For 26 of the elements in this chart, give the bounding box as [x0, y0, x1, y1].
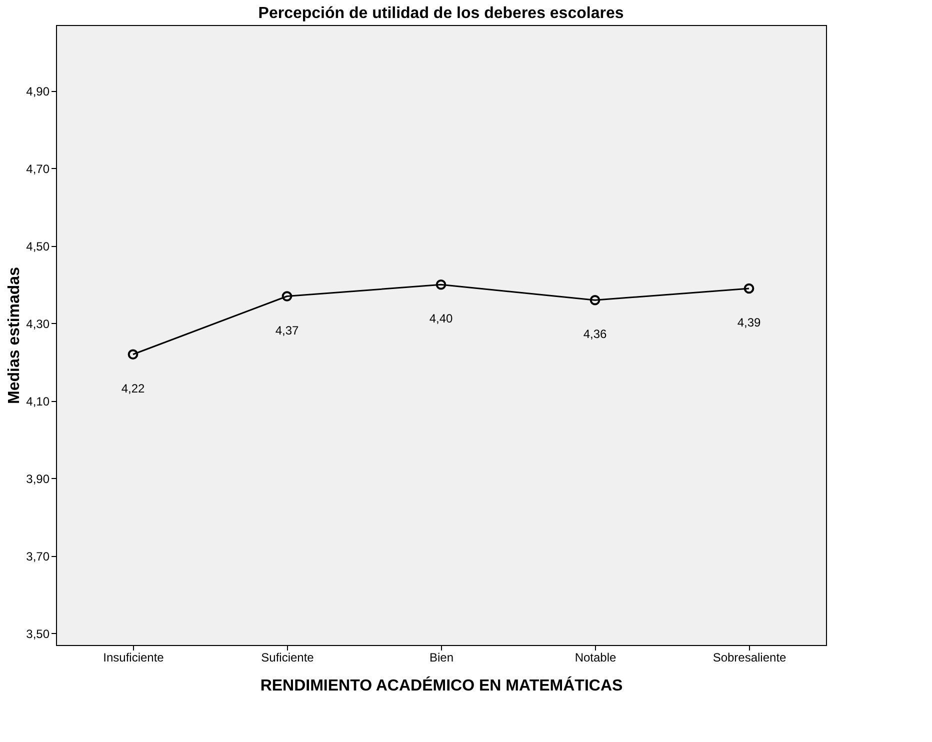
y-tick-label: 3,70 — [26, 549, 50, 564]
point — [436, 279, 446, 290]
data-label: 4,40 — [429, 312, 453, 326]
data-label: 4,37 — [275, 323, 299, 338]
y-tick-label: 4,30 — [26, 316, 50, 331]
y-tick-label: 3,90 — [26, 472, 50, 486]
point — [128, 349, 138, 360]
y-tick-label: 4,50 — [26, 239, 50, 254]
data-label: 4,39 — [737, 316, 761, 330]
y-tick-label: 4,10 — [26, 394, 50, 408]
point — [282, 291, 292, 302]
y-axis-title: Medias estimadas — [6, 266, 24, 404]
y-tick-label: 4,90 — [26, 84, 50, 98]
y-tick-label: 3,50 — [26, 626, 50, 641]
chart-title: Percepción de utilidad de los deberes escolares — [258, 5, 624, 22]
data-label: 4,36 — [583, 327, 607, 342]
data-label: 4,22 — [121, 381, 145, 396]
x-axis-title: RENDIMIENTO ACADÉMICO EN MATEMÁTICAS — [260, 676, 624, 694]
point — [590, 294, 600, 306]
y-tick-label: 4,70 — [26, 162, 50, 176]
x-tick-label: Notable — [574, 650, 616, 664]
x-tick-label: Suficiente — [261, 650, 314, 664]
x-tick-label: Bien — [429, 650, 454, 664]
point — [744, 283, 754, 294]
x-tick-label: Sobresaliente — [712, 650, 787, 664]
x-tick-label: Insuficiente — [103, 650, 164, 664]
